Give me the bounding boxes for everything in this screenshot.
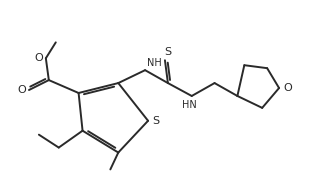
Text: NH: NH — [147, 58, 162, 68]
Text: S: S — [164, 47, 172, 57]
Text: HN: HN — [182, 100, 197, 110]
Text: O: O — [284, 83, 292, 93]
Text: O: O — [18, 85, 26, 95]
Text: O: O — [34, 53, 43, 63]
Text: S: S — [152, 116, 160, 126]
